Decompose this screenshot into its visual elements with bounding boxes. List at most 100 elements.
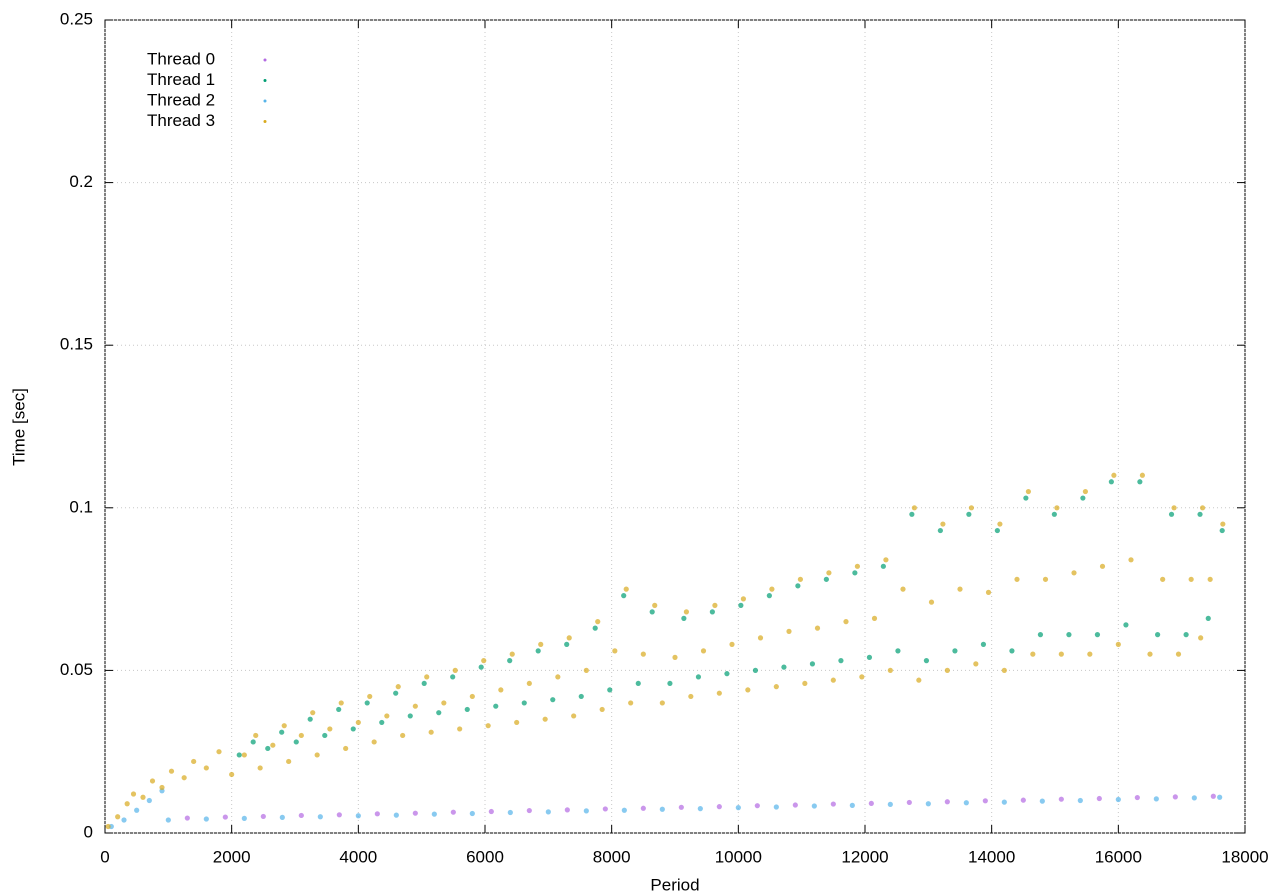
data-point [623,586,629,592]
data-point [1054,505,1060,511]
data-point [250,739,256,745]
data-point [265,745,271,752]
data-point [105,823,111,830]
data-point [1037,632,1044,638]
data-point [697,806,703,812]
data-point [659,806,665,812]
x-tick-label: 14000 [968,847,1015,866]
data-point [298,812,304,819]
data-point [507,658,513,664]
data-point [640,651,646,657]
data-point [911,505,918,511]
data-point [1171,505,1177,511]
data-point [809,661,816,667]
data-point [521,700,527,706]
data-point [712,602,718,608]
data-point [1058,651,1064,657]
data-point [165,817,171,823]
data-point [140,794,146,800]
data-point [535,648,541,654]
data-point [752,667,759,674]
data-point [843,619,849,625]
data-point [1137,479,1143,485]
data-point [338,700,344,706]
data-point [1197,511,1203,517]
data-point [854,563,861,569]
data-point [583,808,589,814]
data-point [355,813,361,819]
data-point [599,706,605,713]
data-point [307,716,313,722]
data-point [1009,648,1015,654]
data-point [900,586,906,592]
data-point [1023,495,1029,501]
data-point [612,648,618,654]
data-point [826,570,832,576]
data-point [478,664,484,670]
data-point [1199,505,1206,511]
data-point [216,749,222,755]
data-point [757,635,764,641]
data-point [281,723,287,729]
data-point [279,814,285,820]
data-point [493,703,499,709]
data-point [937,527,943,534]
data-point [450,809,456,815]
data-point [364,700,370,706]
data-point [336,706,342,713]
data-point [1153,796,1159,802]
data-point [830,801,836,807]
data-point [916,677,922,683]
data-point [253,732,259,739]
data-point [1001,667,1007,674]
data-point [564,807,570,813]
legend-label: Thread 1 [147,70,215,89]
data-point [428,729,434,735]
data-point [621,807,627,813]
data-point [628,700,634,706]
data-point [355,719,361,726]
data-point [1030,651,1036,657]
data-point [469,810,475,817]
data-point [555,674,561,680]
data-point [709,609,715,615]
data-point [566,635,572,641]
data-point [1168,511,1175,517]
data-point [1188,576,1194,582]
data-point [336,812,342,818]
data-point [450,674,456,680]
data-point [550,697,556,703]
data-point [222,814,228,820]
data-point [1099,563,1106,569]
legend-marker [263,120,267,123]
data-point [859,674,865,680]
data-point [1207,576,1213,582]
data-point [1051,511,1057,517]
data-point [431,811,437,817]
data-point [407,713,413,719]
data-point [1082,488,1088,495]
data-point [1020,797,1026,803]
legend-marker [263,79,267,82]
data-point [880,563,886,569]
data-point [795,583,801,589]
data-point [1066,632,1072,638]
data-point [740,596,747,602]
data-point [695,674,702,680]
data-point [1039,798,1045,804]
data-point [1183,632,1189,638]
data-point [745,687,751,693]
data-point [830,677,836,683]
data-point [488,808,494,815]
data-point [652,602,658,608]
data-point [1094,632,1101,638]
data-point [384,713,390,719]
data-point [1128,557,1134,563]
data-point [236,752,242,758]
data-point [121,817,127,823]
data-point [1001,799,1007,805]
data-point [1071,570,1077,576]
data-point [134,807,140,813]
data-point [1087,651,1093,657]
